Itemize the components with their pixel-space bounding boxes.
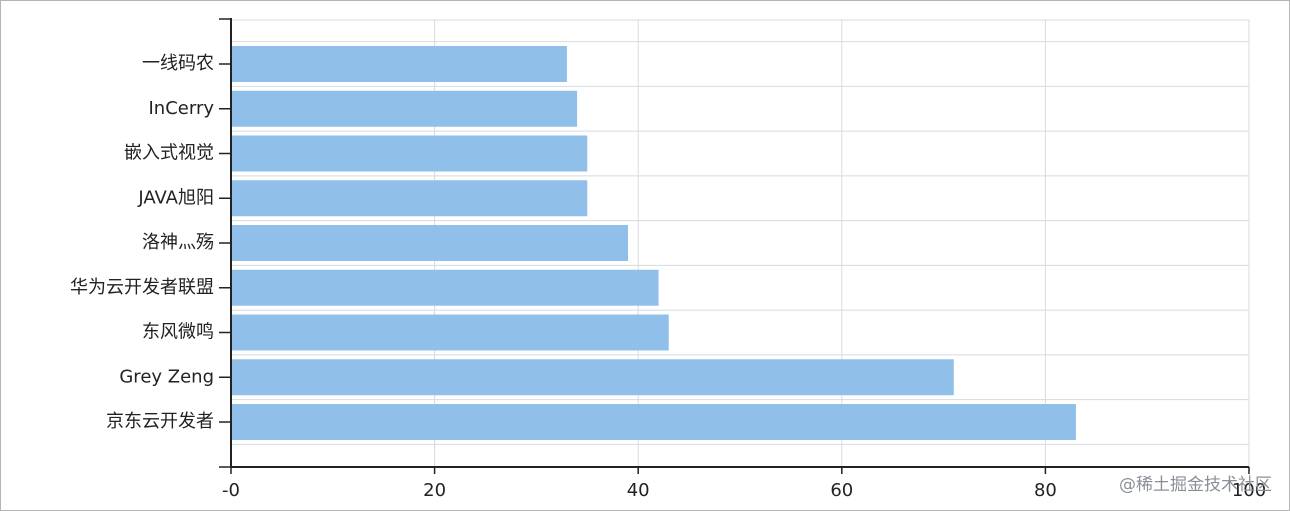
y-tick-label: Grey Zeng [119,366,214,387]
y-tick-label: 洛神灬殇 [142,232,214,253]
y-tick-label: 东风微鸣 [142,322,214,343]
bar [231,90,578,127]
bar [231,314,669,351]
watermark: @稀土掘金技术社区 [1119,475,1272,495]
y-tick-label: InCerry [149,98,215,119]
x-tick-label: -0 [222,480,240,501]
bar [231,46,567,82]
bar [231,225,629,261]
y-tick-label: JAVA旭阳 [137,187,214,208]
grid [230,19,1250,467]
x-tick-label: 80 [1034,480,1057,501]
x-tick-label: 100 [1232,480,1266,501]
x-tick-label: 40 [627,480,650,501]
bar [231,404,1076,440]
x-tick-label: 60 [830,480,853,501]
y-tick-label: 华为云开发者联盟 [70,277,214,298]
bar [231,269,659,306]
bar [231,135,588,172]
x-tick-label: 20 [423,480,446,501]
y-tick-label: 京东云开发者 [106,411,214,432]
y-tick-label: 一线码农 [142,53,214,74]
y-tick-label: 嵌入式视觉 [124,143,214,164]
bar [231,180,588,217]
axes: -0 20 40 60 80 100 一线码农 InCerry 嵌入式视觉 JAVA旭阳洛神灬殇华… [70,18,1266,501]
bars [231,46,1076,440]
bar [231,359,954,396]
